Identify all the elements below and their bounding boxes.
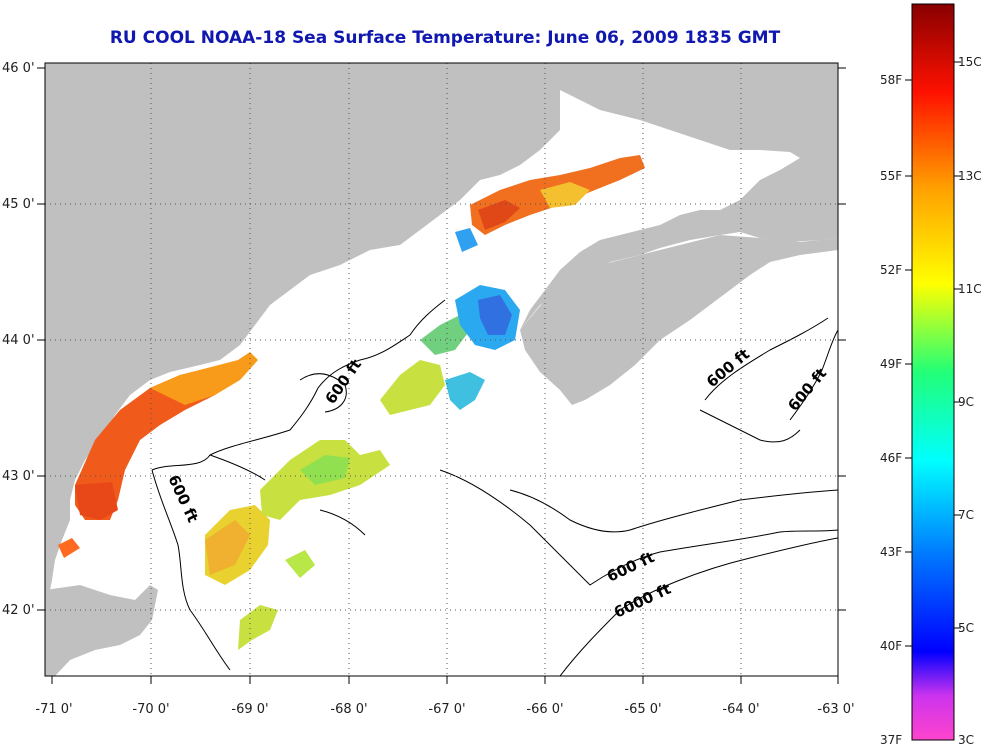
sst-patch-fundy-red — [478, 200, 520, 230]
lon-label: -65 0' — [624, 702, 661, 717]
sst-patch-coastal-red — [75, 482, 118, 520]
colorbar-f-label: 37F — [880, 733, 902, 747]
colorbar-c-label: 5C — [958, 621, 974, 635]
lon-label: -71 0' — [35, 702, 72, 717]
sst-patch-coastal-warm — [75, 362, 238, 520]
lon-label: -69 0' — [231, 702, 268, 717]
lat-label: 45 0' — [2, 197, 35, 212]
contour-600-gulf-southwest — [151, 469, 231, 671]
map-frame — [44, 62, 839, 677]
colorbar-c-label: 15C — [958, 55, 982, 69]
bathymetry-contours — [151, 299, 838, 676]
contour-basin-1 — [299, 373, 347, 413]
lat-label: 44 0' — [2, 333, 35, 348]
sst-patch-cyan — [445, 372, 485, 410]
land-nova-scotia-south — [520, 235, 838, 405]
colorbar: 58F 55F 52F 49F 46F 43F 40F 37F 15C 13C … — [880, 3, 982, 747]
contour-600-georges — [439, 469, 838, 586]
sst-patch-green — [300, 455, 350, 485]
contour-600-east — [789, 329, 838, 421]
sst-patch-small-orange — [58, 538, 80, 558]
contour-600-gulf-west — [151, 299, 446, 471]
map-title: RU COOL NOAA-18 Sea Surface Temperature:… — [109, 28, 781, 48]
longitude-labels: -71 0' -70 0' -69 0' -68 0' -67 0' -66 0… — [35, 702, 854, 717]
colorbar-f-label: 49F — [880, 357, 902, 371]
sst-patch-south-lime — [285, 550, 315, 578]
land-new-brunswick — [560, 63, 838, 118]
contour-basin-3 — [319, 509, 366, 536]
lon-label: -68 0' — [330, 702, 367, 717]
sst-patch-green-mid — [380, 360, 445, 415]
map-grid — [45, 63, 838, 676]
sst-patch-orange-south — [205, 520, 250, 575]
contour-6000-slope — [559, 537, 838, 676]
colorbar-f-label: 58F — [880, 73, 902, 87]
lat-label: 42 0' — [2, 603, 35, 618]
lon-label: -67 0' — [428, 702, 465, 717]
lon-label: -64 0' — [722, 702, 759, 717]
sst-patch-fundy-yellow — [540, 182, 590, 208]
lat-label: 46 0' — [2, 61, 35, 76]
colorbar-f-label: 40F — [880, 639, 902, 653]
lat-label: 43 0' — [2, 469, 35, 484]
contour-600-scotian — [704, 317, 829, 401]
sst-patch-coastal-orange — [150, 352, 258, 405]
sst-data-layer — [58, 155, 645, 650]
colorbar-c-label: 9C — [958, 395, 974, 409]
sst-patch-teal-mid — [420, 315, 470, 355]
colorbar-c-label: 13C — [958, 169, 982, 183]
land-cape-cod — [45, 585, 158, 676]
colorbar-f-label: 46F — [880, 451, 902, 465]
colorbar-c-label: 7C — [958, 508, 974, 522]
lon-label: -66 0' — [526, 702, 563, 717]
sst-patch-deep-blue — [478, 295, 512, 335]
colorbar-f-label: 43F — [880, 545, 902, 559]
latitude-labels: 46 0' 45 0' 44 0' 43 0' 42 0' — [2, 61, 35, 618]
colorbar-f-label: 55F — [880, 169, 902, 183]
colorbar-c-label: 11C — [958, 282, 982, 296]
sst-patch-south-green — [238, 605, 278, 650]
lon-label: -70 0' — [132, 702, 169, 717]
frame-ticks — [37, 67, 846, 684]
land-nova-scotia — [520, 63, 838, 330]
land-new-england — [45, 63, 560, 610]
lon-label: -63 0' — [817, 702, 854, 717]
colorbar-c-label: 3C — [958, 733, 974, 747]
land-masses — [45, 63, 838, 676]
colorbar-f-label: 52F — [880, 263, 902, 277]
colorbar-gradient — [911, 3, 955, 741]
contour-basin-2 — [209, 454, 266, 481]
contour-600-shelf — [509, 489, 838, 533]
sst-patch-blue-small — [455, 228, 478, 252]
contour-600-scotian-south — [699, 409, 801, 443]
